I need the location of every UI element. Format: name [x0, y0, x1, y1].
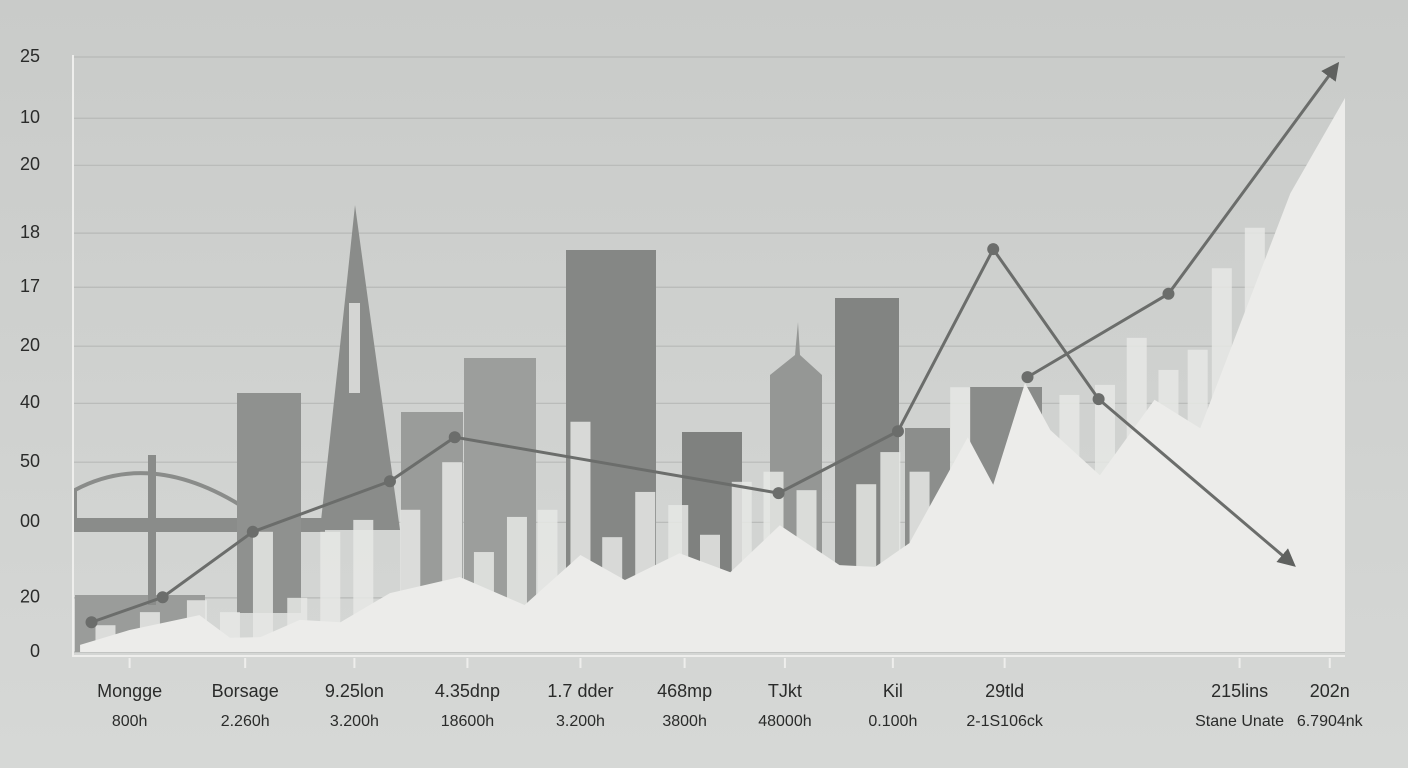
- point: [1092, 393, 1105, 406]
- y-tick-label: 00: [20, 511, 40, 531]
- y-tick-label: 17: [20, 276, 40, 296]
- y-tick-label: 20: [20, 154, 40, 174]
- point: [1021, 371, 1034, 384]
- x-tick-sublabel: 2.260h: [221, 713, 270, 730]
- x-tick-sublabel: 0.100h: [868, 713, 917, 730]
- line: [91, 246, 1296, 624]
- x-tick-sublabel: 18600h: [441, 713, 494, 730]
- x-tick-label: 9.25lon: [325, 681, 384, 701]
- x-tick-sublabel: 3800h: [662, 713, 707, 730]
- x-tick-label: 29tld: [985, 681, 1024, 701]
- y-tick-label: 50: [20, 451, 40, 471]
- point: [1162, 287, 1175, 300]
- bar: [252, 531, 273, 652]
- y-tick-label: 10: [20, 107, 40, 127]
- y-tick-label: 18: [20, 222, 40, 242]
- x-tick-sublabel: 2-1S106ck: [966, 713, 1043, 730]
- point: [448, 431, 461, 444]
- x-tick-sublabel: 800h: [112, 713, 148, 730]
- x-tick-sublabel: Stane Unate: [1195, 713, 1284, 730]
- lines: [85, 61, 1340, 629]
- y-tick-label: 25: [20, 46, 40, 66]
- x-tick-label: Kil: [883, 681, 903, 701]
- x-tick-label: TJkt: [768, 681, 802, 701]
- x-tick-label: 202n: [1310, 681, 1350, 701]
- x-tick-label: Borsage: [212, 681, 279, 701]
- labels: 25 10 20 18 17 20 40 50 00 20 0 Mongge 800h Borsage 2.…: [20, 46, 1364, 730]
- y-tick-label: 20: [20, 335, 40, 355]
- point: [891, 425, 904, 438]
- point: [987, 243, 1000, 256]
- x-tick-label: 1.7 dder: [547, 681, 613, 701]
- point: [85, 616, 98, 629]
- tower-window: [349, 303, 360, 393]
- x-tick-label: 468mp: [657, 681, 712, 701]
- y-tick-label: 0: [30, 641, 40, 661]
- x-tick-label: 4.35dnp: [435, 681, 500, 701]
- area: [80, 98, 1346, 653]
- x-tick-sublabel: 3.200h: [330, 713, 379, 730]
- x-tick-label: Mongge: [97, 681, 162, 701]
- y-tick-label: 40: [20, 392, 40, 412]
- bridge-tower: [148, 455, 156, 605]
- x-tick-label: 215lins: [1211, 681, 1268, 701]
- point: [383, 475, 396, 488]
- point: [246, 525, 259, 538]
- x-tick-sublabel: 6.7904nk: [1297, 713, 1364, 730]
- x-tick-sublabel: 3.200h: [556, 713, 605, 730]
- y-tick-label: 20: [20, 587, 40, 607]
- areas: [80, 98, 1346, 653]
- point: [772, 487, 785, 500]
- point: [156, 591, 169, 604]
- x-tick-sublabel: 48000h: [758, 713, 811, 730]
